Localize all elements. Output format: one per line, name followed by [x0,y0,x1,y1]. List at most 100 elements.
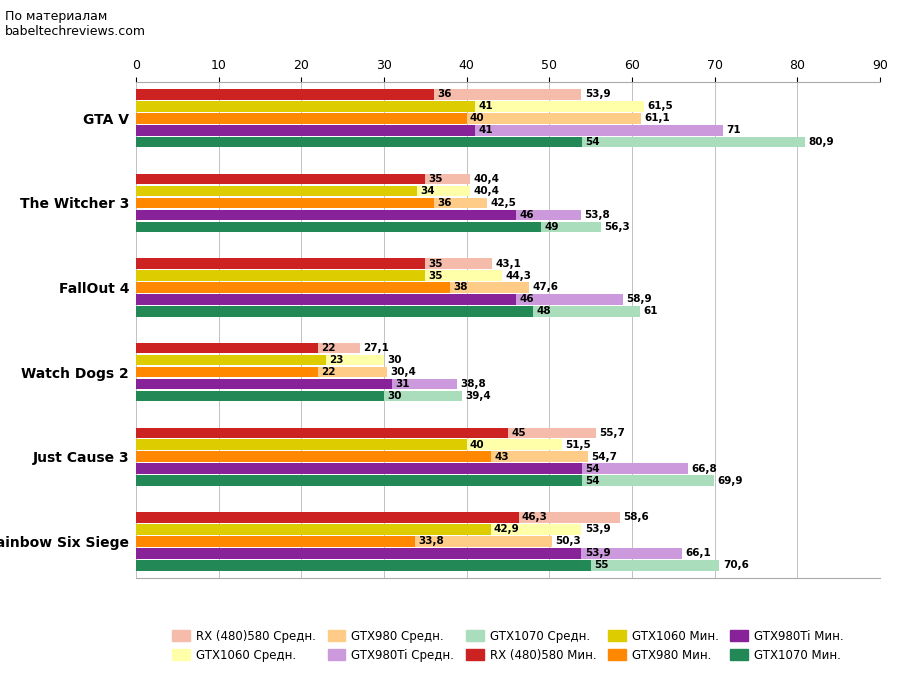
Text: 56,3: 56,3 [605,222,630,232]
Bar [136,355,384,365]
Text: 30,4: 30,4 [391,367,416,377]
Bar [136,125,475,135]
Bar [136,428,508,438]
Bar [136,536,551,547]
Bar [136,294,623,305]
Text: 22: 22 [321,343,336,353]
Text: 34: 34 [420,186,435,196]
Text: 66,8: 66,8 [691,464,717,474]
Text: 54,7: 54,7 [591,452,618,462]
Text: 41: 41 [478,125,493,135]
Bar [136,379,457,390]
Bar [136,270,425,281]
Bar [136,270,502,281]
Text: 58,6: 58,6 [624,512,649,522]
Bar [136,258,425,269]
Bar [136,439,466,450]
Text: 71: 71 [727,125,741,135]
Text: 61,5: 61,5 [648,101,673,112]
Text: 48: 48 [536,307,551,316]
Bar [136,306,640,317]
Bar [136,306,532,317]
Bar [136,89,581,99]
Text: 55: 55 [594,560,609,571]
Bar [136,186,470,196]
Text: 47,6: 47,6 [532,282,559,292]
Text: 38: 38 [454,282,468,292]
Bar [136,355,327,365]
Text: 36: 36 [437,89,452,99]
Text: 30: 30 [387,391,402,401]
Bar [136,536,415,547]
Text: 54: 54 [586,476,600,486]
Text: 69,9: 69,9 [717,476,743,486]
Bar [136,137,805,148]
Bar [136,512,620,523]
Text: 58,9: 58,9 [626,294,652,305]
Text: 31: 31 [395,379,410,389]
Bar [136,186,417,196]
Text: 40,4: 40,4 [473,174,499,184]
Bar [136,173,470,184]
Text: 46,3: 46,3 [522,512,548,522]
Text: 49: 49 [544,222,559,232]
Bar [136,222,541,232]
Bar [136,391,384,401]
Text: 22: 22 [321,367,336,377]
Text: 66,1: 66,1 [686,548,711,558]
Bar [136,137,582,148]
Text: 55,7: 55,7 [600,428,626,438]
Bar [136,343,317,354]
Text: 40,4: 40,4 [473,186,499,196]
Text: 41: 41 [478,101,493,112]
Bar [136,428,596,438]
Bar [136,512,519,523]
Bar [136,452,588,462]
Text: 42,9: 42,9 [494,524,520,534]
Bar [136,198,434,208]
Bar [136,222,601,232]
Bar [136,209,580,220]
Bar [136,548,682,558]
Bar [136,173,425,184]
Text: 35: 35 [429,174,444,184]
Text: 33,8: 33,8 [419,537,444,546]
Text: 46: 46 [520,294,534,305]
Text: 53,8: 53,8 [584,210,610,220]
Bar [136,439,561,450]
Text: 30: 30 [387,355,402,365]
Text: 40: 40 [470,440,484,449]
Text: 35: 35 [429,271,444,281]
Text: 45: 45 [512,428,526,438]
Bar [136,113,466,124]
Text: 61,1: 61,1 [644,114,670,123]
Text: 36: 36 [437,198,452,208]
Bar [136,343,360,354]
Bar [136,113,641,124]
Bar [136,101,475,112]
Bar [136,209,516,220]
Bar [136,548,581,558]
Text: 44,3: 44,3 [505,271,532,281]
Bar [136,475,714,486]
Bar [136,475,582,486]
Bar [136,89,434,99]
Text: 43,1: 43,1 [495,258,522,269]
Text: 35: 35 [429,258,444,269]
Bar [136,294,516,305]
Bar [136,367,317,377]
Text: 43: 43 [494,452,510,462]
Text: 54: 54 [586,464,600,474]
Text: 80,9: 80,9 [808,137,834,148]
Bar [136,524,581,534]
Text: 38,8: 38,8 [460,379,486,389]
Bar [136,524,491,534]
Text: 53,9: 53,9 [585,524,610,534]
Bar [136,560,719,571]
Text: 23: 23 [329,355,344,365]
Bar [136,464,688,474]
Text: 46: 46 [520,210,534,220]
Bar [136,452,492,462]
Bar [136,464,582,474]
Text: 53,9: 53,9 [585,89,610,99]
